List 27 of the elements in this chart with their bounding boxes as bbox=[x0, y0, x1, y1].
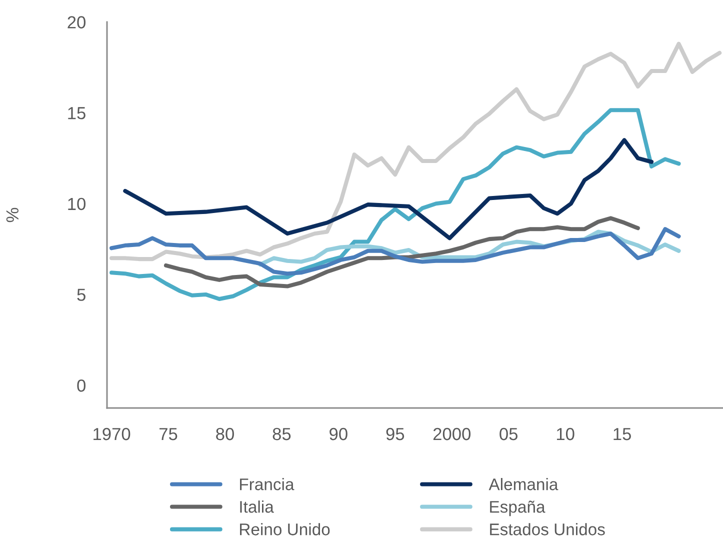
x-tick-label: 10 bbox=[556, 428, 574, 440]
x-tick-label: 2000 bbox=[433, 428, 471, 440]
legend-label: Francia bbox=[240, 478, 294, 490]
x-tick-label: 95 bbox=[386, 428, 404, 440]
y-tick-label: 10 bbox=[68, 198, 86, 210]
line-series bbox=[110, 227, 681, 276]
line-series bbox=[110, 42, 722, 262]
y-tick-label: 5 bbox=[77, 288, 86, 301]
x-tick-label: 85 bbox=[272, 428, 291, 440]
x-tick-label: 75 bbox=[159, 428, 178, 440]
y-tick-label: 0 bbox=[77, 379, 86, 392]
legend-label: Italia bbox=[240, 500, 274, 513]
legend-label: España bbox=[490, 500, 546, 516]
line-series bbox=[110, 108, 681, 302]
x-tick-label: 15 bbox=[614, 428, 631, 440]
y-tick-label: 15 bbox=[68, 107, 86, 120]
legend-label: Estados Unidos bbox=[490, 523, 605, 536]
x-tick-label: 05 bbox=[500, 428, 518, 440]
legend-label: Alemania bbox=[488, 478, 558, 490]
line-series bbox=[123, 138, 654, 240]
y-tick-label: 20 bbox=[68, 16, 86, 28]
x-tick-label: 1970 bbox=[94, 428, 130, 440]
y-axis-title: % bbox=[6, 208, 18, 222]
line-series bbox=[164, 216, 640, 288]
legend-label: Reino Unido bbox=[240, 523, 330, 536]
x-tick-label: 80 bbox=[216, 428, 234, 440]
x-tick-label: 90 bbox=[330, 428, 348, 440]
